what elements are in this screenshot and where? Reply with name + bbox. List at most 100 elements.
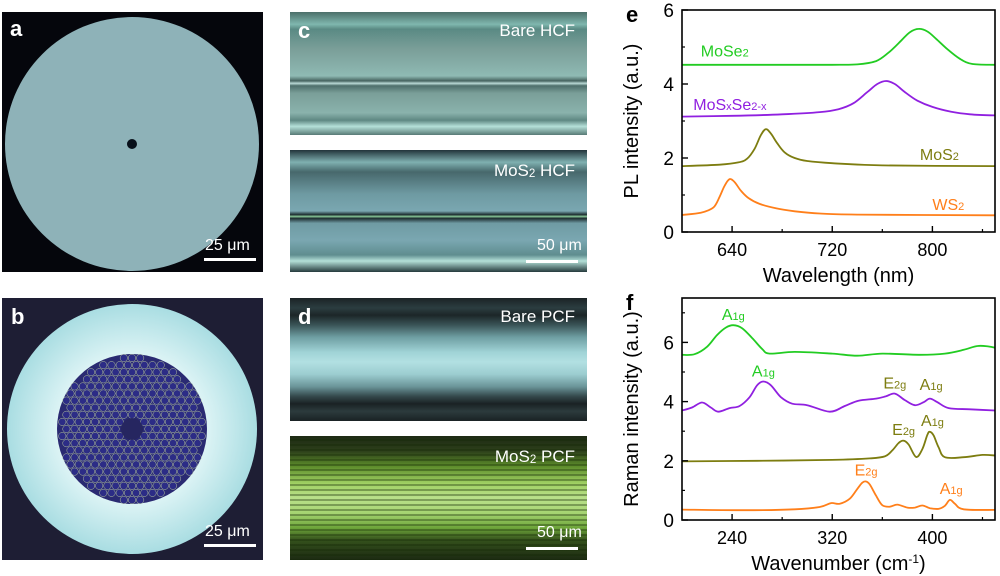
air-hole: [103, 481, 112, 490]
air-hole: [107, 361, 116, 370]
air-hole: [177, 439, 186, 448]
air-hole: [70, 453, 79, 462]
air-hole: [115, 361, 124, 370]
air-hole: [144, 410, 153, 419]
air-hole: [164, 375, 173, 384]
air-hole: [103, 410, 112, 419]
air-hole: [107, 403, 116, 412]
air-hole: [99, 361, 108, 370]
air-hole: [111, 368, 120, 377]
air-hole: [148, 417, 157, 426]
air-hole: [66, 403, 75, 412]
air-hole: [107, 375, 116, 384]
panel-label-a: a: [10, 16, 23, 41]
air-hole: [144, 439, 153, 448]
air-hole: [70, 467, 79, 476]
air-hole: [82, 417, 91, 426]
air-hole: [103, 439, 112, 448]
air-hole: [185, 425, 194, 433]
scale-bar: [526, 260, 578, 263]
plot-frame: [681, 297, 996, 521]
air-hole: [193, 396, 202, 405]
scale-bar-label: 50 μm: [537, 237, 582, 254]
air-hole: [132, 460, 141, 469]
caption-mos2-hcf: MoS2 HCF: [493, 161, 575, 180]
air-hole: [169, 382, 177, 391]
series-line-ws2: [681, 178, 996, 217]
series-line-mosxse2-x: [681, 380, 996, 413]
air-hole: [169, 425, 177, 433]
air-hole: [82, 474, 91, 483]
air-hole: [148, 361, 157, 370]
air-hole: [99, 432, 108, 441]
air-hole: [136, 354, 145, 362]
peak-annotation: A1g: [920, 377, 943, 394]
peak-annotation: A1g: [921, 413, 944, 430]
air-hole: [136, 382, 145, 391]
air-hole: [103, 382, 112, 391]
air-hole: [152, 481, 161, 490]
y-tick-label: 4: [663, 75, 674, 96]
air-hole: [136, 410, 145, 419]
y-tick-label: 4: [663, 393, 674, 414]
air-hole: [111, 382, 120, 391]
air-hole: [78, 425, 87, 433]
air-hole: [87, 382, 95, 391]
air-hole: [62, 439, 71, 448]
air-hole: [144, 467, 153, 476]
air-hole: [160, 467, 169, 476]
air-hole: [140, 460, 149, 469]
air-hole: [152, 382, 161, 391]
panel-b-pcf-cross-section: b 25 μm: [2, 298, 263, 560]
air-hole: [87, 481, 95, 490]
air-hole: [70, 382, 79, 391]
air-hole: [82, 432, 91, 441]
air-hole: [144, 396, 153, 405]
panel-a-hcf-cross-section: a 25 μm: [2, 12, 263, 272]
air-hole: [177, 425, 186, 433]
air-hole: [115, 389, 124, 398]
x-axis-label: Wavelength (nm): [763, 265, 915, 287]
air-hole: [197, 417, 206, 426]
x-axis-label: Wavenumber (cm-1): [751, 552, 925, 575]
series-line-mos2: [681, 430, 996, 463]
air-hole: [95, 467, 104, 476]
air-hole: [185, 410, 194, 419]
panel-c-mos2-hcf: MoS2 HCF 50 μm: [290, 150, 587, 272]
series-label-ws2: WS2: [932, 197, 964, 214]
air-hole: [95, 453, 104, 462]
air-hole: [160, 453, 169, 462]
air-hole: [78, 467, 87, 476]
air-hole: [128, 453, 136, 462]
air-hole: [107, 389, 116, 398]
air-hole: [111, 467, 120, 476]
air-hole: [136, 481, 145, 490]
air-hole: [103, 453, 112, 462]
series-line-mose2: [681, 324, 996, 357]
air-hole: [107, 460, 116, 469]
air-hole: [91, 446, 100, 455]
air-hole: [128, 496, 136, 504]
y-axis-label: Raman intensity (a.u.): [621, 311, 643, 507]
air-hole: [91, 375, 100, 384]
air-hole: [95, 425, 104, 433]
series-line-mosxse2-x: [681, 80, 996, 118]
air-hole: [119, 368, 128, 377]
caption-mos2-pcf: MoS2 PCF: [494, 447, 575, 466]
air-hole: [128, 382, 136, 391]
air-hole: [132, 446, 141, 455]
air-hole: [95, 410, 104, 419]
air-hole: [148, 488, 157, 497]
air-hole: [115, 432, 124, 441]
air-hole: [152, 453, 161, 462]
panel-label-d: d: [298, 304, 312, 329]
air-hole: [177, 382, 186, 391]
air-hole: [115, 403, 124, 412]
air-hole: [87, 467, 95, 476]
air-hole: [181, 389, 190, 398]
air-hole: [144, 481, 153, 490]
air-hole: [74, 417, 83, 426]
air-hole: [91, 417, 100, 426]
air-hole: [78, 410, 87, 419]
air-hole: [144, 425, 153, 433]
